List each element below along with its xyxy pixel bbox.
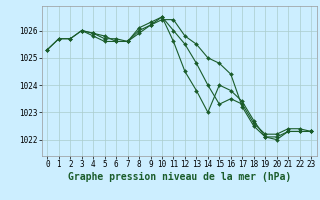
X-axis label: Graphe pression niveau de la mer (hPa): Graphe pression niveau de la mer (hPa) — [68, 172, 291, 182]
